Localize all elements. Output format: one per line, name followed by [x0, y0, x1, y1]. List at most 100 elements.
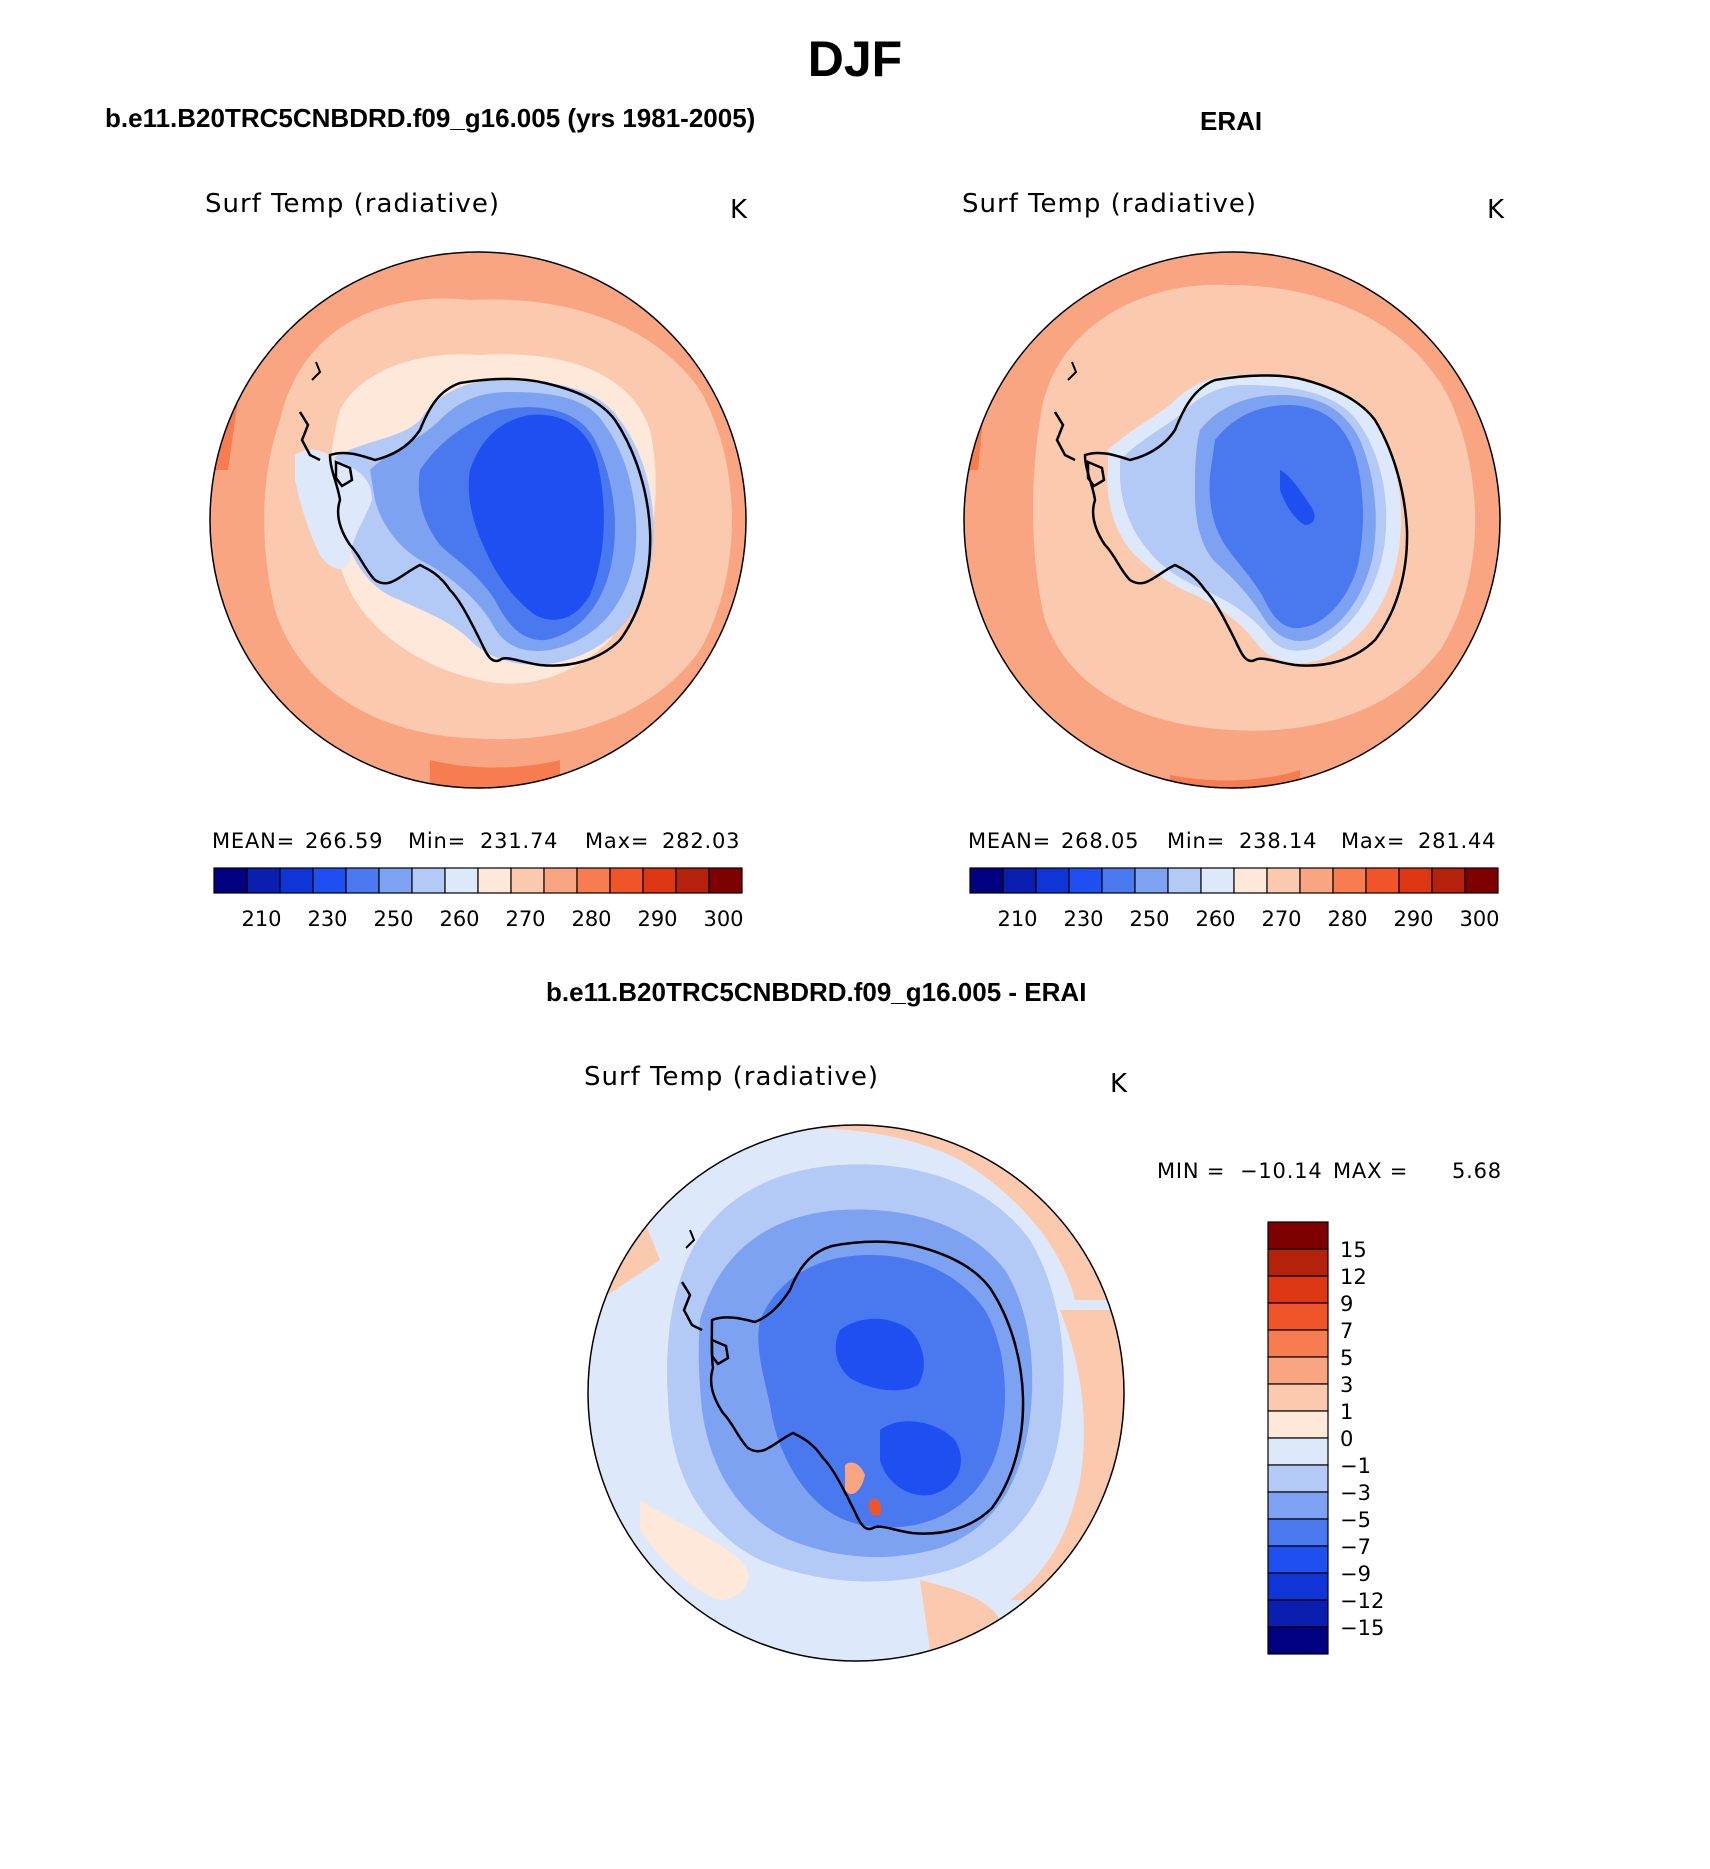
colorbar-tick-label: 5: [1340, 1346, 1353, 1370]
svg-text:266.59: 266.59: [305, 829, 383, 853]
colorbar-model: [213, 867, 743, 894]
colorbar-swatch: [411, 867, 446, 894]
svg-text:Max=: Max=: [1341, 829, 1405, 853]
polar-map-difference: [587, 1124, 1125, 1662]
colorbar-swatch: [609, 867, 644, 894]
colorbar-swatch: [312, 867, 347, 894]
colorbar-tick-label: 250: [1129, 907, 1169, 931]
colorbar-swatch: [1267, 1410, 1329, 1439]
colorbar-swatch: [1267, 1518, 1329, 1547]
colorbar-tick-label: 270: [505, 907, 545, 931]
colorbar-swatch: [1068, 867, 1103, 894]
colorbar-swatch: [1267, 1464, 1329, 1493]
svg-text:Min=: Min=: [1167, 829, 1225, 853]
colorbar-swatch: [1267, 1572, 1329, 1601]
colorbar-swatch: [1299, 867, 1334, 894]
difference-heading: b.e11.B20TRC5CNBDRD.f09_g16.005 - ERAI: [546, 977, 1086, 1007]
svg-text:281.44: 281.44: [1418, 829, 1496, 853]
colorbar-tick-label: −7: [1340, 1535, 1371, 1559]
svg-text:Max=: Max=: [585, 829, 649, 853]
colorbar-swatch: [1267, 1356, 1329, 1385]
panel-variable-erai: Surf Temp (radiative): [962, 189, 1257, 219]
colorbar-tick-label: 3: [1340, 1373, 1353, 1397]
colorbar-swatch: [1002, 867, 1037, 894]
colorbar-erai: [969, 867, 1499, 894]
colorbar-tick-label: 15: [1340, 1238, 1367, 1262]
colorbar-swatch: [1267, 1302, 1329, 1331]
svg-text:MAX =: MAX =: [1333, 1159, 1408, 1183]
svg-text:5.68: 5.68: [1452, 1159, 1502, 1183]
colorbar-swatch: [1267, 1626, 1329, 1655]
svg-text:238.14: 238.14: [1239, 829, 1317, 853]
colorbar-swatch: [1267, 1329, 1329, 1358]
colorbar-tick-label: 12: [1340, 1265, 1367, 1289]
panel-variable-model: Surf Temp (radiative): [205, 189, 500, 219]
colorbar-swatch: [1398, 867, 1433, 894]
colorbar-tick-label: 300: [1459, 907, 1499, 931]
colorbar-erai-ticks: 210 230 250 260 270 280 290 300: [997, 907, 1499, 931]
colorbar-swatch: [213, 867, 248, 894]
colorbar-swatch: [279, 867, 314, 894]
difference-variable: Surf Temp (radiative): [584, 1062, 879, 1092]
colorbar-tick-label: 7: [1340, 1319, 1353, 1343]
polar-map-model: [209, 251, 747, 789]
colorbar-swatch: [510, 867, 545, 894]
colorbar-swatch: [1267, 1437, 1329, 1466]
colorbar-difference: [1267, 1221, 1329, 1655]
colorbar-tick-label: 280: [1327, 907, 1367, 931]
colorbar-model-ticks: 210 230 250 260 270 280 290 300: [241, 907, 743, 931]
stats-line-erai: MEAN= 268.05 Min= 238.14 Max= 281.44: [968, 829, 1496, 853]
svg-text:231.74: 231.74: [480, 829, 558, 853]
difference-min-max: MIN = −10.14 MAX = 5.68: [1157, 1159, 1502, 1183]
colorbar-tick-label: 280: [571, 907, 611, 931]
colorbar-tick-label: 270: [1261, 907, 1301, 931]
colorbar-tick-label: −15: [1340, 1616, 1384, 1640]
colorbar-tick-label: 230: [1063, 907, 1103, 931]
panel-heading-erai: ERAI: [1200, 106, 1262, 136]
colorbar-tick-label: 230: [307, 907, 347, 931]
colorbar-swatch: [1332, 867, 1367, 894]
colorbar-tick-label: 0: [1340, 1427, 1353, 1451]
colorbar-tick-label: 300: [703, 907, 743, 931]
svg-text:MEAN=: MEAN=: [212, 829, 295, 853]
colorbar-swatch: [1035, 867, 1070, 894]
panel-units-model: K: [730, 195, 748, 225]
colorbar-swatch: [675, 867, 710, 894]
colorbar-swatch: [1267, 1275, 1329, 1304]
svg-text:268.05: 268.05: [1061, 829, 1139, 853]
colorbar-swatch: [1101, 867, 1136, 894]
colorbar-swatch: [642, 867, 677, 894]
colorbar-swatch: [1267, 1599, 1329, 1628]
svg-text:282.03: 282.03: [662, 829, 740, 853]
colorbar-swatch: [477, 867, 512, 894]
polar-map-erai: [963, 251, 1501, 789]
colorbar-tick-label: 260: [439, 907, 479, 931]
colorbar-swatch: [543, 867, 578, 894]
svg-text:MIN =: MIN =: [1157, 1159, 1225, 1183]
colorbar-tick-label: 210: [241, 907, 281, 931]
panel-heading-model: b.e11.B20TRC5CNBDRD.f09_g16.005 (yrs 198…: [105, 103, 755, 133]
colorbar-swatch: [1267, 1491, 1329, 1520]
colorbar-tick-label: 260: [1195, 907, 1235, 931]
colorbar-swatch: [345, 867, 380, 894]
colorbar-swatch: [1267, 1383, 1329, 1412]
colorbar-swatch: [1233, 867, 1268, 894]
colorbar-swatch: [1134, 867, 1169, 894]
colorbar-swatch: [444, 867, 479, 894]
colorbar-swatch: [378, 867, 413, 894]
colorbar-swatch: [1365, 867, 1400, 894]
stats-line-model: MEAN= 266.59 Min= 231.74 Max= 282.03: [212, 829, 740, 853]
svg-text:−10.14: −10.14: [1240, 1159, 1323, 1183]
colorbar-tick-label: −9: [1340, 1562, 1371, 1586]
colorbar-swatch: [1267, 1221, 1329, 1250]
difference-units: K: [1110, 1069, 1128, 1099]
svg-text:Min=: Min=: [408, 829, 466, 853]
colorbar-swatch: [1200, 867, 1235, 894]
colorbar-difference-ticks: 15 12 9 7 5 3 1 0 −1 −3 −5 −7 −9 −12 −15: [1340, 1238, 1384, 1640]
colorbar-swatch: [1167, 867, 1202, 894]
colorbar-swatch: [576, 867, 611, 894]
colorbar-tick-label: 250: [373, 907, 413, 931]
colorbar-swatch: [1266, 867, 1301, 894]
colorbar-tick-label: −5: [1340, 1508, 1371, 1532]
colorbar-tick-label: −12: [1340, 1589, 1384, 1613]
